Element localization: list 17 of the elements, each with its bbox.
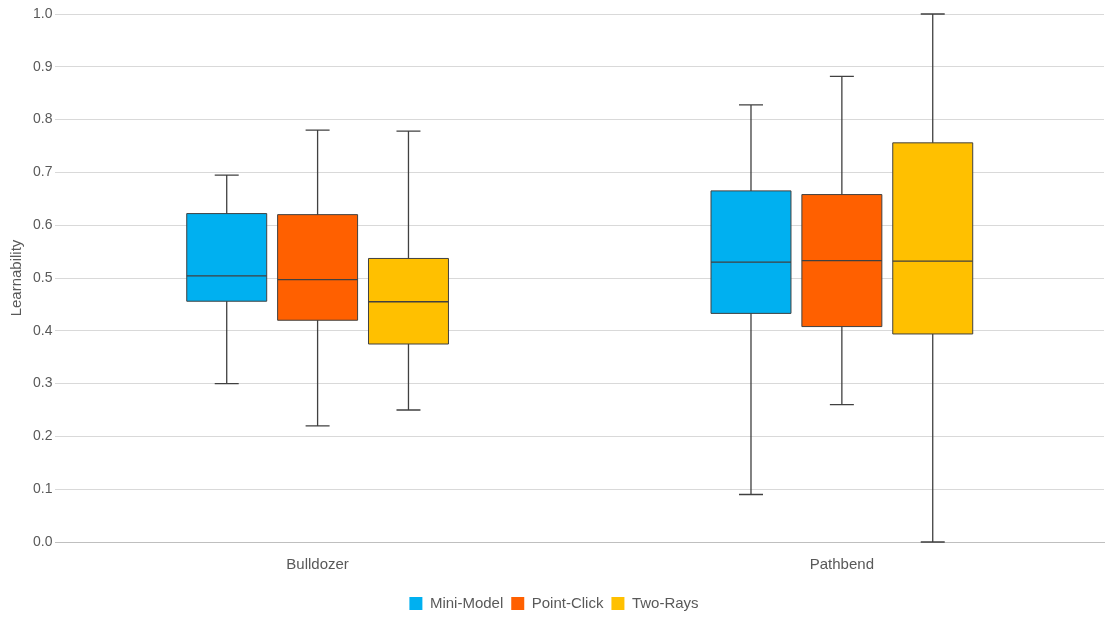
y-tick-label: 0.1 [32, 480, 53, 497]
y-tick-label: 0.3 [32, 374, 53, 391]
y-tick-label: 0.8 [32, 110, 53, 127]
y-tick-label: 1.0 [32, 4, 53, 21]
y-tick-label: 0.5 [32, 268, 53, 285]
y-axis-title: Learnability [7, 239, 25, 317]
legend-label: Two-Rays [631, 593, 699, 611]
legend-label: Mini-Model [429, 593, 504, 611]
x-tick-label: Pathbend [809, 555, 874, 573]
x-tick-label: Bulldozer [286, 555, 349, 573]
y-tick-label: 0.4 [32, 321, 53, 338]
y-tick-label: 0.2 [32, 427, 53, 444]
y-tick-label: 0.7 [32, 163, 53, 180]
y-tick-label: 0.6 [32, 216, 53, 233]
y-tick-label: 0.9 [32, 57, 53, 74]
legend-label: Point-Click [531, 593, 604, 611]
y-tick-label: 0.0 [32, 532, 53, 549]
